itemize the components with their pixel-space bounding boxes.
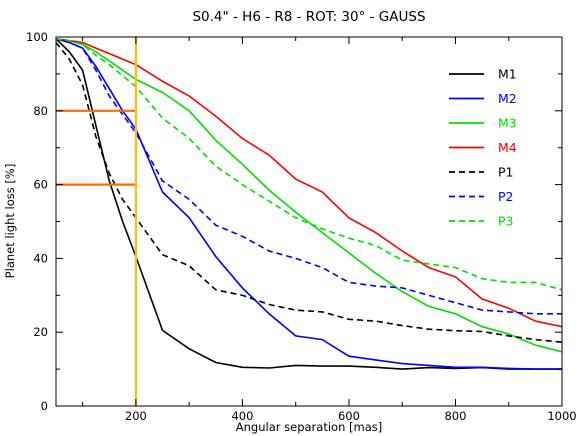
- legend-label-p2: P2: [498, 189, 514, 204]
- reference-lines: [56, 37, 137, 406]
- y-tick-label: 40: [33, 251, 48, 265]
- y-tick-label: 100: [26, 30, 48, 44]
- y-tick-label: 60: [33, 178, 48, 192]
- series-line-p3: [55, 38, 563, 291]
- series-line-m3: [55, 38, 563, 353]
- series-line-m2: [55, 38, 562, 370]
- x-axis-label: Angular separation [mas]: [236, 420, 382, 434]
- legend-label-m2: M2: [498, 91, 517, 106]
- legend-label-m4: M4: [498, 140, 517, 155]
- y-tick-label: 20: [33, 325, 48, 339]
- y-tick-label: 0: [41, 399, 48, 413]
- x-tick-label: 400: [231, 409, 253, 423]
- legend: M1 M2 M3 M4 P1 P2 P3: [449, 67, 517, 229]
- series-line-m4: [55, 38, 563, 328]
- x-tick-label: 1000: [547, 409, 576, 423]
- y-axis-label: Planet light loss [%]: [3, 164, 17, 279]
- chart-title: S0.4" - H6 - R8 - ROT: 30° - GAUSS: [192, 9, 425, 25]
- series-line-m1: [55, 38, 562, 370]
- x-tick-label: 200: [125, 409, 147, 423]
- legend-label-p3: P3: [498, 214, 514, 229]
- legend-label-m3: M3: [498, 116, 517, 131]
- axis-ticks: 200 400 600 800 1000 0 20 40 60 80 100: [26, 30, 577, 423]
- series-line-p2: [55, 38, 562, 315]
- legend-label-p1: P1: [498, 165, 514, 180]
- plot-area: [55, 38, 563, 370]
- y-tick-label: 80: [33, 104, 48, 118]
- x-tick-label: 800: [444, 409, 466, 423]
- x-tick-label: 600: [338, 409, 360, 423]
- series-line-p1: [55, 41, 563, 343]
- legend-label-m1: M1: [498, 67, 517, 82]
